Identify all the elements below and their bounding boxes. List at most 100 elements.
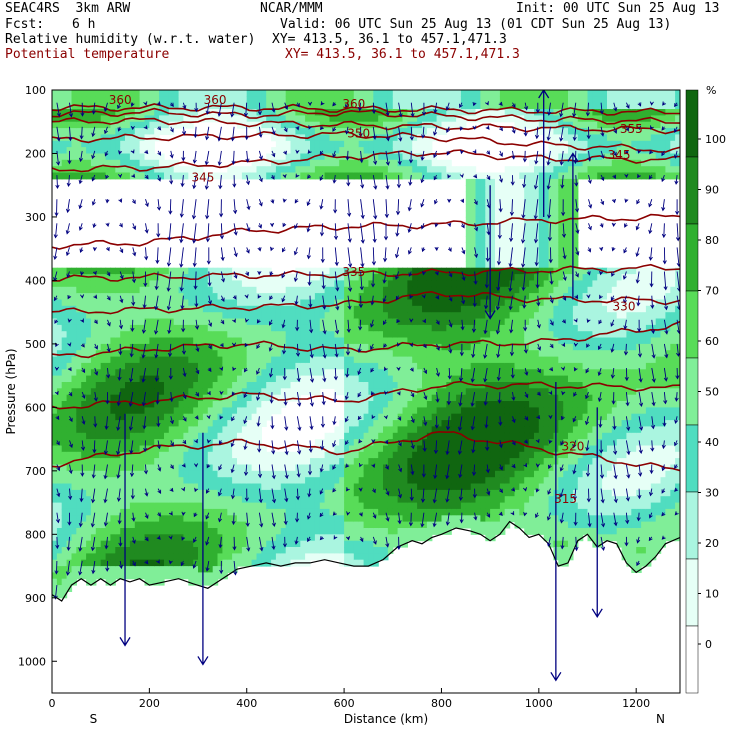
rh-cell [431,445,438,453]
rh-cell [451,102,457,110]
rh-cell [61,578,68,586]
rh-cell [144,521,150,529]
rh-cell [56,318,63,326]
rh-cell [275,515,282,523]
rh-cell [232,382,238,389]
rh-cell [86,451,92,459]
rh-cell [392,350,399,358]
rh-cell [319,540,326,548]
rh-cell [183,572,189,580]
rh-cell [183,502,189,510]
rh-cell [285,394,292,402]
rh-cell [222,502,228,510]
rh-cell [344,159,350,167]
rh-cell [426,375,433,383]
rh-cell [168,90,175,97]
rh-cell [465,280,472,288]
rh-cell [256,432,262,440]
rh-cell [426,280,433,288]
rh-cell [387,356,394,364]
rh-cell [168,369,175,377]
rh-cell [125,528,131,535]
rh-cell [212,401,219,408]
rh-cell [125,445,131,453]
rh-cell [115,445,121,453]
rh-cell [402,324,408,332]
rh-cell [334,318,340,326]
rh-cell [446,331,452,339]
rh-cell [237,318,243,326]
rh-cell [451,426,457,434]
rh-cell [436,407,443,415]
rh-cell [56,578,63,586]
rh-cell [202,521,209,529]
rh-cell [446,483,452,491]
rh-cell [329,324,335,332]
rh-cell [363,375,370,383]
rh-cell [168,470,175,478]
rh-cell [241,483,248,491]
rh-cell [76,331,82,339]
rh-cell [329,96,335,104]
rh-cell [422,305,428,313]
rh-cell [261,540,267,548]
rh-cell [456,356,462,364]
rh-cell [456,115,462,123]
rh-cell [344,147,350,154]
rh-cell [139,121,146,129]
rh-cell [324,553,331,561]
rh-cell [261,369,267,377]
rh-cell [460,489,467,497]
rh-cell [271,274,277,281]
rh-cell [207,451,214,459]
rh-cell [105,267,112,275]
rh-cell [110,445,116,453]
rh-cell [314,470,321,478]
rh-cell [368,369,374,377]
rh-cell [378,394,384,402]
rh-cell [212,318,219,326]
rh-cell [202,299,209,307]
rh-cell [266,90,272,97]
rh-cell [61,140,68,148]
rh-cell [125,375,131,383]
rh-cell [164,350,170,358]
rh-cell [183,420,189,427]
rh-cell [76,166,82,174]
rh-cell [173,401,180,408]
rh-cell [178,331,185,339]
rh-cell [412,508,418,516]
rh-cell [183,489,189,497]
rh-cell [339,274,345,281]
rh-cell [368,318,374,326]
rh-cell [412,318,418,326]
rh-cell [115,356,121,364]
rh-cell [61,439,68,446]
rh-cell [100,147,107,154]
rh-cell [285,312,292,320]
rh-cell [217,299,223,307]
rh-cell [251,324,258,332]
rh-cell [246,331,253,339]
rh-cell [271,337,277,345]
rh-cell [217,394,223,402]
rh-cell [125,496,131,504]
rh-cell [451,343,457,351]
rh-cell [266,128,272,135]
rh-cell [164,331,170,339]
rh-cell [412,407,418,415]
rh-cell [456,451,462,459]
rh-cell [227,515,233,523]
rh-cell [222,382,228,389]
rh-cell [115,394,121,402]
rh-cell [285,464,292,472]
rh-cell [436,521,443,529]
rh-cell [305,121,311,129]
rh-cell [456,439,462,446]
rh-cell [271,153,277,161]
rh-cell [90,483,97,491]
rh-cell [251,350,258,358]
rh-cell [251,102,258,110]
rh-cell [251,477,258,485]
rh-cell [407,159,413,167]
